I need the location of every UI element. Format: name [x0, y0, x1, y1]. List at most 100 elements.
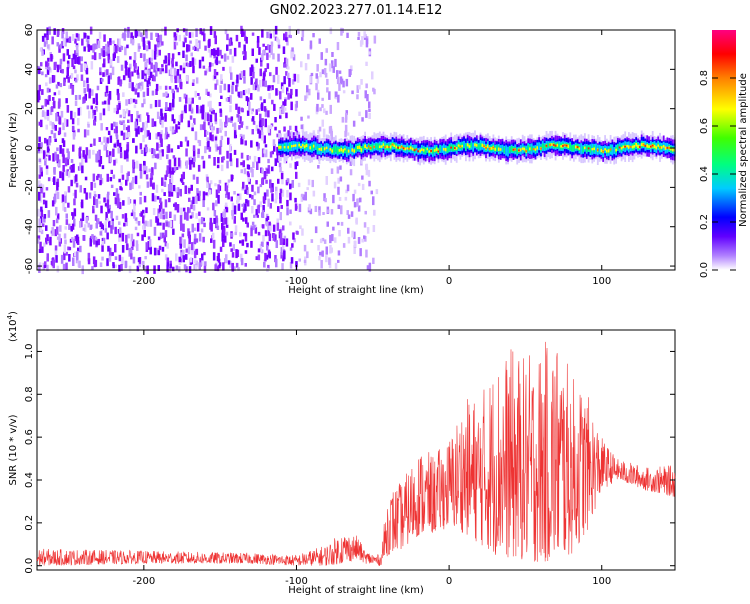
spectrogram-noise-cell	[342, 243, 346, 248]
spectrogram-noise-cell	[192, 204, 196, 211]
spectrogram-noise-cell	[133, 104, 137, 109]
spectrogram-noise-cell	[46, 69, 50, 75]
spectrogram-noise-cell	[37, 208, 40, 217]
spectrogram-noise-cell	[154, 154, 158, 159]
spectrogram-noise-cell	[144, 127, 147, 135]
spectrogram-noise-cell	[215, 189, 219, 198]
spectrogram-noise-cell	[272, 53, 275, 60]
spectrogram-noise-cell	[245, 125, 249, 130]
spectrogram-noise-cell	[197, 152, 200, 158]
spectrogram-noise-cell	[277, 53, 280, 62]
spectrogram-noise-cell	[42, 223, 45, 227]
spectrogram-noise-cell	[264, 149, 268, 158]
spectrogram-noise-cell	[236, 114, 239, 118]
spectrogram-noise-cell	[220, 55, 224, 59]
spectrogram-noise-cell	[139, 169, 143, 179]
spectrogram-noise-cell	[70, 159, 74, 163]
spectrogram-noise-cell	[86, 129, 90, 136]
spectrogram-noise-cell	[85, 67, 89, 75]
spectrogram-noise-cell	[190, 242, 194, 251]
spectrogram-noise-cell	[357, 182, 361, 187]
spectrogram-noise-cell	[108, 247, 112, 257]
spectrogram-noise-cell	[295, 161, 299, 166]
spectrogram-noise-cell	[259, 243, 263, 253]
spectrogram-noise-cell	[277, 178, 280, 184]
spectrogram-noise-cell	[56, 191, 60, 200]
spectrogram-noise-cell	[276, 90, 280, 95]
spectrogram-noise-cell	[133, 212, 136, 219]
spectrogram-noise-cell	[269, 151, 273, 158]
spectrogram-noise-cell	[71, 223, 75, 230]
spectrogram-noise-cell	[340, 221, 344, 226]
spectrogram-noise-cell	[268, 221, 271, 226]
spectrogram-band-cell	[362, 145, 365, 151]
spectrogram-noise-cell	[329, 234, 332, 244]
spectrogram-noise-cell	[347, 227, 350, 234]
spectrogram-band-cell	[285, 142, 288, 152]
spectrogram-noise-cell	[98, 200, 102, 204]
spectrogram-noise-cell	[58, 64, 62, 69]
spectrogram-band-cell	[380, 145, 383, 148]
spectrogram-noise-cell	[161, 41, 164, 46]
spectrogram-noise-cell	[222, 229, 226, 235]
spectrogram-noise-cell	[305, 91, 309, 99]
spectrogram-band-cell	[313, 144, 315, 148]
spectrogram-band-cell	[360, 148, 363, 152]
spectrogram-noise-cell	[187, 231, 191, 239]
spectrogram-noise-cell	[75, 182, 79, 188]
spectrogram-noise-cell	[289, 163, 292, 168]
spectrogram-band-cell	[443, 147, 445, 151]
spectrogram-noise-cell	[167, 133, 170, 138]
spectrogram-noise-cell	[225, 224, 229, 228]
spectrogram-noise-cell	[279, 197, 282, 204]
spectrogram-noise-cell	[92, 43, 95, 53]
spectrogram-noise-cell	[289, 192, 292, 201]
spectrogram-noise-cell	[223, 209, 227, 218]
spectrogram-noise-cell	[99, 179, 102, 186]
spectrogram-noise-cell	[76, 236, 80, 241]
spectrogram-noise-cell	[330, 131, 333, 140]
spectrogram-noise-cell	[144, 68, 148, 74]
spectrogram-noise-cell	[161, 64, 164, 68]
spectrogram-noise-cell	[337, 259, 340, 263]
spectrogram-noise-cell	[309, 208, 313, 215]
spectrogram-noise-cell	[95, 222, 98, 229]
spectrogram-noise-cell	[48, 88, 51, 93]
spectrogram-noise-cell	[370, 190, 373, 195]
spectrogram-noise-cell	[63, 132, 67, 137]
spectrogram-noise-cell	[153, 51, 157, 60]
spectrogram-noise-region	[37, 25, 379, 275]
spectrogram-noise-cell	[84, 93, 87, 101]
spectrogram-noise-cell	[66, 75, 69, 79]
spectrogram-noise-cell	[119, 120, 122, 125]
spectrogram-noise-cell	[209, 50, 213, 58]
spectrogram-noise-cell	[345, 110, 348, 115]
spectrogram-band-cell	[613, 147, 616, 155]
spectrogram-noise-cell	[215, 200, 218, 207]
spectrogram-noise-cell	[160, 113, 164, 122]
spectrogram-noise-cell	[41, 50, 44, 56]
spectrogram-noise-cell	[276, 218, 279, 224]
spectrogram-noise-cell	[198, 40, 201, 49]
spectrogram-noise-cell	[143, 53, 146, 62]
spectrogram-noise-cell	[275, 240, 278, 248]
spectrogram-noise-cell	[191, 157, 194, 165]
spectrogram-noise-cell	[80, 74, 84, 81]
spectrogram-noise-cell	[93, 182, 97, 188]
spectrogram-noise-cell	[86, 105, 90, 110]
spectrogram-noise-cell	[120, 264, 123, 271]
spectrogram-noise-cell	[233, 191, 236, 195]
spectrogram-band-cell	[292, 144, 295, 147]
spectrogram-noise-cell	[201, 253, 204, 261]
spectrogram-noise-cell	[300, 61, 303, 68]
spectrogram-noise-cell	[240, 152, 244, 159]
spectrogram-noise-cell	[357, 37, 360, 40]
spectrogram-noise-cell	[175, 253, 178, 262]
spectrogram-noise-cell	[301, 30, 305, 38]
spectrogram-noise-cell	[328, 63, 332, 72]
spectrogram-noise-cell	[208, 38, 211, 47]
spectrogram-noise-cell	[257, 231, 261, 236]
spectrogram-noise-cell	[116, 56, 120, 63]
spectrogram-noise-cell	[138, 114, 142, 122]
